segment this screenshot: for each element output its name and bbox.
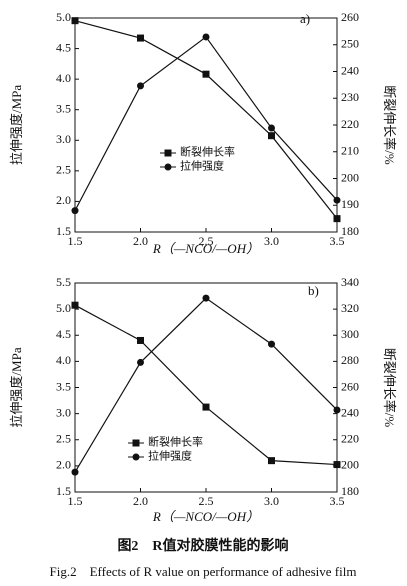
- y-tick-label: 4.5: [56, 40, 71, 54]
- marker-circle: [71, 468, 79, 476]
- y2-tick-label: 260: [341, 10, 359, 24]
- y-tick-label: 1.5: [56, 224, 71, 238]
- x-tick-label: 3.5: [330, 234, 345, 248]
- y-tick-label: 2.0: [56, 193, 71, 207]
- y2-tick-label: 240: [341, 405, 359, 419]
- y-tick-label: 4.0: [56, 353, 71, 367]
- y2-tick-label: 190: [341, 197, 359, 211]
- y2-tick-label: 220: [341, 117, 359, 131]
- y-tick-label: 2.0: [56, 458, 71, 472]
- y2-tick-label: 180: [341, 224, 359, 238]
- series-line: [74, 20, 338, 219]
- marker-circle: [137, 358, 144, 366]
- marker-square: [268, 132, 275, 140]
- y-tick-label: 3.0: [56, 132, 71, 146]
- x-tick-label: 1.5: [68, 234, 83, 248]
- legend-label: 拉伸强度: [148, 449, 192, 463]
- marker-square: [137, 336, 144, 344]
- y2-axis-label: 断裂伸长率/%: [382, 85, 397, 165]
- marker-circle: [202, 33, 210, 41]
- x-axis-label: R（—NCO/—OH）: [152, 241, 259, 256]
- y2-tick-label: 340: [341, 275, 359, 289]
- marker-circle: [71, 207, 79, 215]
- marker-square: [202, 403, 210, 411]
- marker-circle: [333, 196, 341, 204]
- y2-tick-label: 210: [341, 144, 359, 158]
- y2-tick-label: 200: [341, 458, 359, 472]
- marker-square: [164, 149, 172, 157]
- plot-frame: [74, 17, 338, 233]
- marker-square: [268, 457, 275, 465]
- marker-square: [71, 17, 79, 25]
- caption-en: Fig.2 Effects of R value on performance …: [50, 564, 357, 579]
- y2-tick-label: 280: [341, 353, 359, 367]
- y-axis-label: 拉伸强度/MPa: [9, 347, 24, 427]
- y2-tick-label: 230: [341, 90, 359, 104]
- x-tick-label: 3.0: [264, 234, 279, 248]
- y-tick-label: 4.5: [56, 327, 71, 341]
- x-tick-label: 3.5: [330, 494, 345, 508]
- x-tick-label: 2.0: [133, 234, 148, 248]
- y-tick-label: 2.5: [56, 163, 71, 177]
- legend-label: 拉伸强度: [180, 159, 224, 173]
- panel-label: b): [308, 283, 319, 298]
- marker-circle: [268, 124, 275, 132]
- x-tick-label: 2.5: [199, 234, 214, 248]
- y-tick-label: 2.5: [56, 432, 71, 446]
- y-tick-label: 3.0: [56, 405, 71, 419]
- y-tick-label: 3.5: [56, 379, 71, 393]
- y-tick-label: 1.5: [56, 484, 71, 498]
- plot-frame: [74, 282, 338, 493]
- y-tick-label: 3.5: [56, 101, 71, 115]
- x-tick-label: 2.0: [133, 494, 148, 508]
- marker-square: [71, 301, 79, 309]
- y-tick-label: 4.0: [56, 71, 71, 85]
- y2-tick-label: 320: [341, 301, 359, 315]
- y2-tick-label: 180: [341, 484, 359, 498]
- y2-tick-label: 300: [341, 327, 359, 341]
- y2-axis-label: 断裂伸长率/%: [382, 348, 397, 428]
- panel-label: a): [300, 11, 310, 26]
- marker-square: [333, 461, 341, 469]
- legend-label: 断裂伸长率: [180, 145, 235, 159]
- marker-circle: [268, 340, 275, 348]
- marker-square: [202, 70, 210, 78]
- y-tick-label: 5.5: [56, 275, 71, 289]
- y-tick-label: 5.0: [56, 301, 71, 315]
- x-tick-label: 3.0: [264, 494, 279, 508]
- x-axis-label: R（—NCO/—OH）: [152, 509, 259, 524]
- y2-tick-label: 260: [341, 379, 359, 393]
- marker-square: [333, 215, 341, 223]
- y2-tick-label: 250: [341, 37, 359, 51]
- marker-circle: [333, 406, 341, 414]
- x-tick-label: 2.5: [199, 494, 214, 508]
- series-line: [74, 297, 338, 473]
- y2-tick-label: 240: [341, 63, 359, 77]
- y-tick-label: 5.0: [56, 10, 71, 24]
- x-tick-label: 1.5: [68, 494, 83, 508]
- marker-circle: [137, 82, 144, 90]
- caption-cn: 图2 R值对胶膜性能的影响: [117, 537, 288, 554]
- marker-circle: [132, 453, 140, 461]
- series-line: [74, 304, 338, 466]
- y2-tick-label: 220: [341, 432, 359, 446]
- series-line: [74, 36, 338, 211]
- marker-circle: [202, 294, 210, 302]
- marker-square: [137, 34, 144, 42]
- y-axis-label: 拉伸强度/MPa: [9, 85, 24, 165]
- marker-circle: [164, 163, 172, 171]
- y2-tick-label: 200: [341, 170, 359, 184]
- legend-label: 断裂伸长率: [148, 435, 203, 449]
- marker-square: [132, 439, 140, 447]
